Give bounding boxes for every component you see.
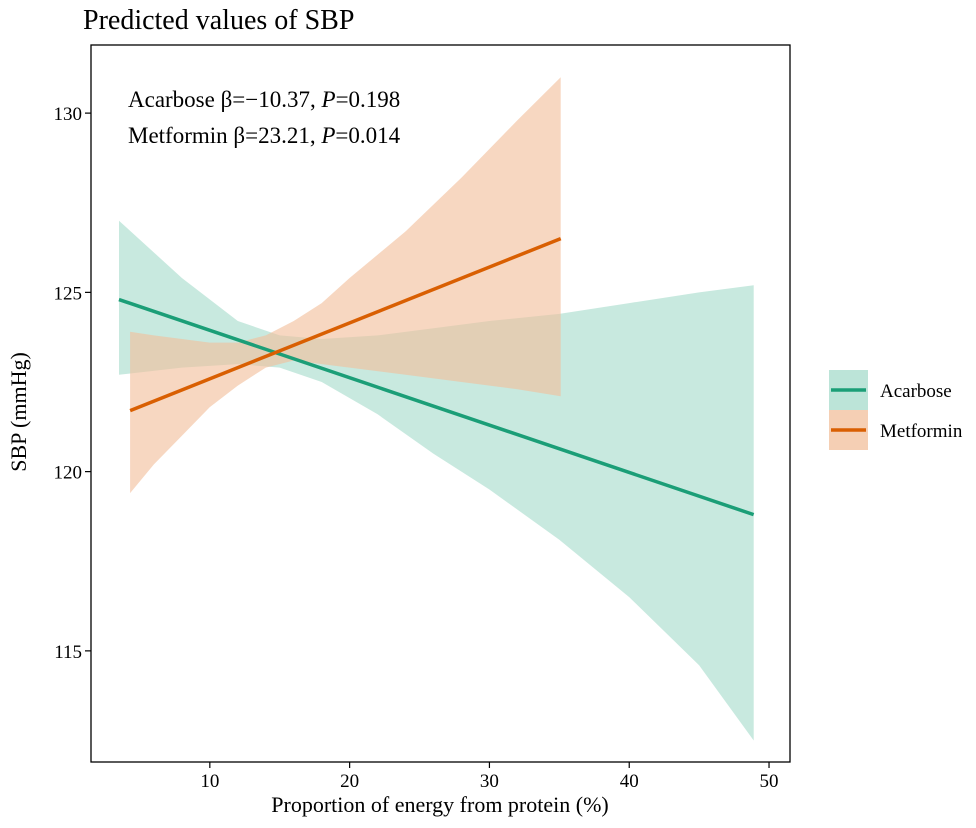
fit-line-metformin (129, 236, 562, 413)
y-tick-label: 125 (54, 283, 83, 304)
legend: Acarbose Metformin (829, 370, 963, 450)
annotation-acarbose: Acarbose β=−10.37, P=0.198 (128, 87, 400, 112)
plot-border (90, 44, 791, 763)
y-tick-label: 120 (54, 463, 83, 484)
plot-area (118, 77, 755, 741)
x-tick-label: 40 (620, 771, 639, 792)
annotations: Acarbose β=−10.37, P=0.198 Metformin β=23… (128, 87, 401, 148)
legend-label-metformin: Metformin (880, 421, 963, 442)
x-tick-label: 20 (340, 771, 359, 792)
y-axis-title: SBP (mmHg) (6, 352, 31, 472)
fit-line-acarbose (118, 297, 755, 517)
axes: 10 20 30 40 50 115 120 125 130 (54, 44, 791, 792)
annotation-metformin: Metformin β=23.21, P=0.014 (128, 123, 401, 148)
x-axis-title: Proportion of energy from protein (%) (271, 792, 608, 817)
ci-band-metformin (130, 77, 561, 494)
x-tick-label: 50 (760, 771, 779, 792)
y-tick-label: 130 (54, 104, 83, 125)
x-tick-label: 10 (200, 771, 219, 792)
x-tick-label: 30 (480, 771, 499, 792)
chart-title: Predicted values of SBP (83, 5, 354, 36)
legend-label-acarbose: Acarbose (880, 381, 952, 402)
y-tick-label: 115 (54, 642, 82, 663)
